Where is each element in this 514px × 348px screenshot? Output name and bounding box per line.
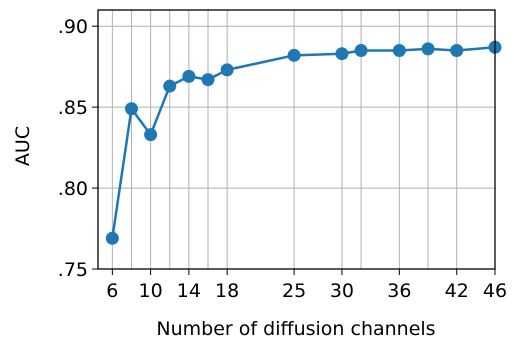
- x-tick-label: 30: [330, 280, 354, 302]
- data-point: [124, 102, 138, 116]
- x-tick-label: 25: [282, 280, 306, 302]
- data-point: [287, 48, 301, 62]
- data-point: [201, 73, 215, 87]
- plot-frame: [97, 9, 496, 270]
- data-point: [182, 69, 196, 83]
- y-tick-label: .75: [58, 259, 88, 281]
- y-tick-label: .85: [58, 97, 88, 119]
- data-point: [220, 63, 234, 77]
- ticks: [92, 25, 496, 275]
- x-axis-label: Number of diffusion channels: [156, 318, 435, 340]
- x-tick-label: 36: [387, 280, 411, 302]
- series-layer: [105, 40, 502, 245]
- x-tick-label: 6: [106, 280, 118, 302]
- x-tick-label: 42: [445, 280, 469, 302]
- x-tick-label: 46: [483, 280, 507, 302]
- tick-labels: 6 10 14 18 25 30 36 42 46 .75 .80 .85 .90: [58, 16, 507, 302]
- x-tick-label: 14: [177, 280, 201, 302]
- data-point: [144, 128, 158, 142]
- y-axis-label: AUC: [12, 126, 34, 166]
- x-tick-label: 10: [139, 280, 163, 302]
- data-point: [354, 43, 368, 57]
- x-tick-label: 18: [215, 280, 239, 302]
- data-point: [450, 43, 464, 57]
- data-point: [421, 42, 435, 56]
- data-point: [105, 231, 119, 245]
- y-tick-label: .80: [58, 178, 88, 200]
- data-point: [335, 47, 349, 61]
- data-point: [392, 43, 406, 57]
- data-point: [163, 79, 177, 93]
- y-tick-label: .90: [58, 16, 88, 38]
